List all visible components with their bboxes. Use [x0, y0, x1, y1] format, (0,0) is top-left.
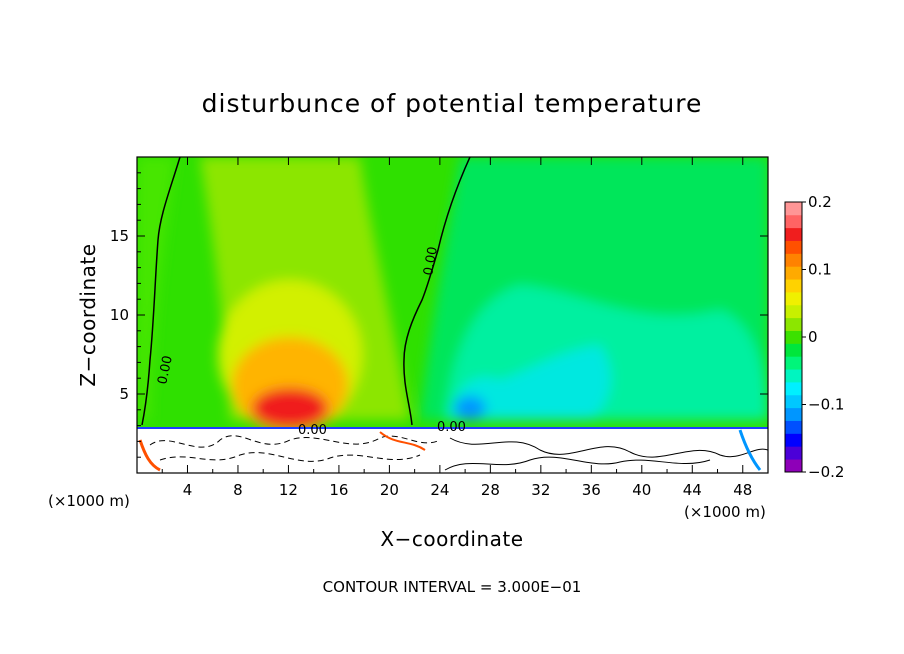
lower-contour-1	[149, 435, 441, 448]
colorbar-step	[785, 459, 802, 473]
x-tick-label: 16	[329, 481, 348, 499]
colorbar-step	[785, 292, 802, 306]
y-tick-label: 10	[110, 306, 129, 324]
lower-contour-2	[159, 452, 421, 462]
x-tick-label: 48	[733, 481, 752, 499]
x-axis-unit: (×1000 m)	[48, 492, 130, 510]
y-axis-ticks: 5 10 15	[110, 172, 768, 458]
colorbar-step	[785, 343, 802, 357]
colorbar-tick-label: −0.1	[808, 396, 844, 414]
colorbar-tick-label: 0.1	[808, 261, 832, 279]
colorbar-step	[785, 394, 802, 409]
colorbar-step	[785, 369, 802, 383]
y-tick-label: 5	[119, 385, 129, 403]
x-axis-ticks: 4 8 12 16 20 24 28 32 36 40 44 48	[161, 157, 752, 499]
colorbar-step	[785, 253, 802, 267]
contour-label-middle: 0.00	[421, 246, 441, 277]
colored-edge-left	[138, 439, 161, 472]
x-tick-label: 8	[233, 481, 243, 499]
green-band-left	[137, 157, 175, 420]
colorbar-tick-label: 0.2	[808, 193, 832, 211]
zero-contour-middle	[403, 157, 471, 426]
colorbar-step	[785, 304, 802, 319]
colorbar-step	[785, 420, 802, 434]
x-tick-label: 32	[531, 481, 550, 499]
contour-label-lower-2: 0.00	[437, 420, 466, 435]
contour-label-left: 0.00	[155, 354, 176, 385]
colorbar-step	[785, 407, 802, 421]
colorbar-step	[785, 446, 802, 460]
contour-label-lower-1: 0.00	[298, 423, 327, 438]
x-tick-label: 40	[632, 481, 651, 499]
colorbar-step	[785, 433, 802, 447]
colorbar-step	[785, 330, 802, 344]
chart-title: disturbunce of potential temperature	[202, 89, 703, 118]
z-axis-unit: (×1000 m)	[684, 503, 766, 521]
x-tick-label: 24	[430, 481, 449, 499]
lower-region	[137, 428, 768, 473]
contour-interval-note: CONTOUR INTERVAL = 3.000E−01	[323, 578, 582, 596]
colorbar-tick-label: 0	[808, 328, 818, 346]
blue-core	[454, 396, 486, 420]
cyan-core	[450, 345, 611, 420]
colorbar	[785, 202, 802, 473]
colorbar-labels: 0.2 0.1 0 −0.1 −0.2	[802, 193, 844, 481]
zero-contour-left	[141, 157, 181, 426]
colorbar-step	[785, 240, 802, 254]
plot-area: 0.00 0.00 0.00 0.00	[137, 157, 768, 473]
x-tick-label: 12	[279, 481, 298, 499]
colored-edge-right	[738, 429, 762, 471]
x-tick-label: 44	[683, 481, 702, 499]
colorbar-step	[785, 356, 802, 370]
colorbar-step	[785, 266, 802, 280]
colorbar-step	[785, 382, 802, 396]
lower-contour-3	[449, 437, 768, 458]
colored-edge-mid	[379, 431, 426, 451]
lower-contour-4	[444, 456, 711, 471]
x-tick-label: 36	[582, 481, 601, 499]
colorbar-step	[785, 227, 802, 241]
colorbar-step	[785, 279, 802, 293]
colorbar-step	[785, 214, 802, 229]
x-tick-label: 20	[380, 481, 399, 499]
y-tick-label: 15	[110, 227, 129, 245]
colorbar-step	[785, 202, 802, 216]
x-tick-label: 28	[481, 481, 500, 499]
colorbar-step	[785, 317, 802, 331]
x-tick-label: 4	[183, 481, 193, 499]
x-axis-label: X−coordinate	[380, 527, 523, 551]
y-axis-label: Z−coordinate	[76, 243, 100, 386]
red-plume	[252, 388, 328, 428]
colorbar-tick-label: −0.2	[808, 463, 844, 481]
